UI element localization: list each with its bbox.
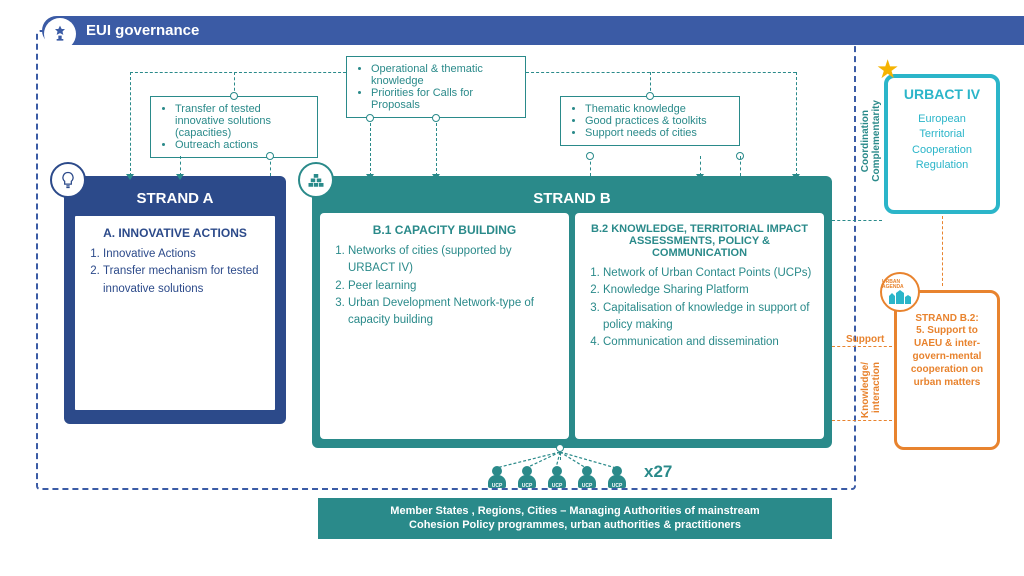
strand-b1-title: B.1 CAPACITY BUILDING bbox=[330, 223, 559, 237]
urban-agenda-title: STRAND B.2: bbox=[903, 313, 991, 324]
urbact-title: URBACT IV bbox=[896, 86, 988, 102]
lightbulb-icon bbox=[50, 162, 86, 198]
urbact-subtitle: European Territorial Cooperation Regulat… bbox=[896, 112, 988, 174]
info-box-center: Operational & thematic knowledge Priorit… bbox=[346, 56, 526, 118]
urban-agenda-box: STRAND B.2: 5. Support to UAEU & inter-g… bbox=[894, 290, 1000, 450]
governance-title-badge: EUI governance bbox=[42, 16, 1024, 45]
x27-label: x27 bbox=[644, 462, 672, 482]
strand-a-container: STRAND A A. INNOVATIVE ACTIONS Innovativ… bbox=[64, 176, 286, 424]
trophy-icon bbox=[44, 18, 76, 50]
coord-label: Coordination bbox=[860, 110, 871, 172]
support-label: Support bbox=[846, 334, 884, 345]
blocks-icon bbox=[298, 162, 334, 198]
info-box-right: Thematic knowledge Good practices & tool… bbox=[560, 96, 740, 146]
governance-title: EUI governance bbox=[86, 22, 199, 39]
ucp-fanout bbox=[480, 452, 640, 470]
strand-b1-panel: B.1 CAPACITY BUILDING Networks of cities… bbox=[320, 213, 569, 439]
urban-agenda-text: 5. Support to UAEU & inter-govern-mental… bbox=[903, 324, 991, 389]
strand-b2-title: B.2 KNOWLEDGE, TERRITORIAL IMPACT ASSESS… bbox=[585, 223, 814, 259]
star-icon: ★ bbox=[876, 54, 899, 85]
comp-label: Complementarity bbox=[871, 100, 882, 182]
urban-agenda-badge: URBAN AGENDA bbox=[880, 272, 920, 312]
footer-bar: Member States , Regions, Cities – Managi… bbox=[318, 498, 832, 539]
strand-b-header: STRAND B bbox=[320, 184, 824, 213]
strand-a-header: STRAND A bbox=[72, 184, 278, 213]
info-box-left: Transfer of tested innovative solutions … bbox=[150, 96, 318, 158]
knowledge-label1: Knowledge/ bbox=[860, 362, 871, 418]
urbact-box: URBACT IV European Territorial Cooperati… bbox=[884, 74, 1000, 214]
strand-b2-panel: B.2 KNOWLEDGE, TERRITORIAL IMPACT ASSESS… bbox=[575, 213, 824, 439]
knowledge-label2: interaction bbox=[871, 362, 882, 413]
strand-a-title: A. INNOVATIVE ACTIONS bbox=[85, 226, 265, 240]
strand-b-container: STRAND B B.1 CAPACITY BUILDING Networks … bbox=[312, 176, 832, 448]
strand-a-panel: A. INNOVATIVE ACTIONS Innovative Actions… bbox=[72, 213, 278, 413]
